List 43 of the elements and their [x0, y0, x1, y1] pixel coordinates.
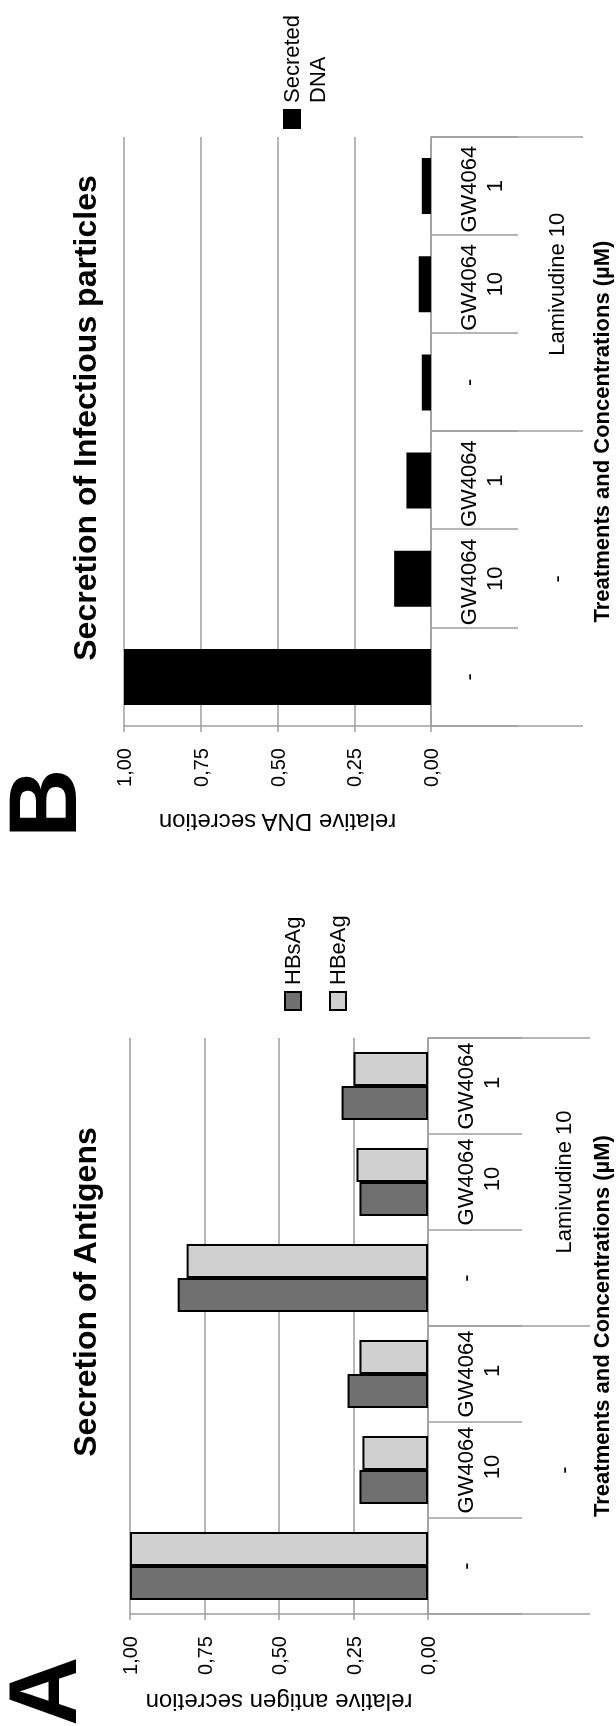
bar — [124, 648, 431, 705]
y-tick-label: GW4064 10 — [452, 1426, 504, 1514]
text: Lamivudine 10 — [550, 1110, 576, 1254]
bar — [406, 452, 431, 509]
text: B — [0, 768, 96, 838]
x-axis-title: relative DNA secretion — [158, 808, 397, 836]
bar — [394, 550, 431, 607]
x-tick-label: 0,25 — [343, 748, 366, 787]
x-tick-label: 0,25 — [342, 1636, 365, 1675]
text: - — [543, 575, 569, 583]
y-tick-label: GW4064 1 — [455, 434, 507, 528]
text: A — [0, 1656, 96, 1726]
y-tick-label: - — [452, 1274, 478, 1282]
text: Secretion of Infectious particles — [67, 175, 103, 661]
y-tick-label: GW4064 10 — [455, 237, 507, 331]
text: Secreted DNA — [279, 13, 331, 103]
x-tick-label: 1,00 — [119, 1636, 141, 1675]
y-tick-label: - — [455, 378, 481, 387]
text: Secretion of Antigens — [67, 1127, 103, 1457]
bar — [418, 256, 431, 313]
x-tick-label: 0,75 — [193, 1636, 216, 1675]
x-tick-label: 0,50 — [268, 1636, 290, 1675]
text: Lamivudine 10 — [543, 212, 569, 356]
y-tick-label: - — [455, 673, 481, 681]
y-tick-label: - — [452, 1562, 478, 1570]
bar — [421, 158, 431, 215]
y-tick-label: GW4064 10 — [452, 1138, 504, 1226]
bar — [421, 354, 431, 411]
x-tick-label: 0,75 — [189, 748, 212, 787]
y-axis-title: Treatments and Concentrations (µM) — [588, 240, 614, 623]
text: HBsAg — [280, 916, 306, 985]
x-axis-title: relative antigen secretion — [145, 1688, 413, 1716]
x-tick-label: 1,00 — [113, 748, 135, 787]
x-tick-label: 0,00 — [417, 1636, 439, 1675]
y-tick-label: GW4064 1 — [452, 1042, 504, 1130]
text: HBeAg — [325, 915, 351, 985]
text: - — [550, 1466, 576, 1474]
x-tick-label: 0,00 — [420, 748, 442, 787]
y-tick-label: GW4064 1 — [455, 139, 507, 233]
y-tick-label: GW4064 10 — [455, 532, 507, 626]
y-tick-label: GW4064 1 — [452, 1330, 504, 1418]
x-tick-label: 0,50 — [266, 748, 289, 787]
y-axis-title: Treatments and Concentrations (µM) — [588, 1135, 614, 1517]
